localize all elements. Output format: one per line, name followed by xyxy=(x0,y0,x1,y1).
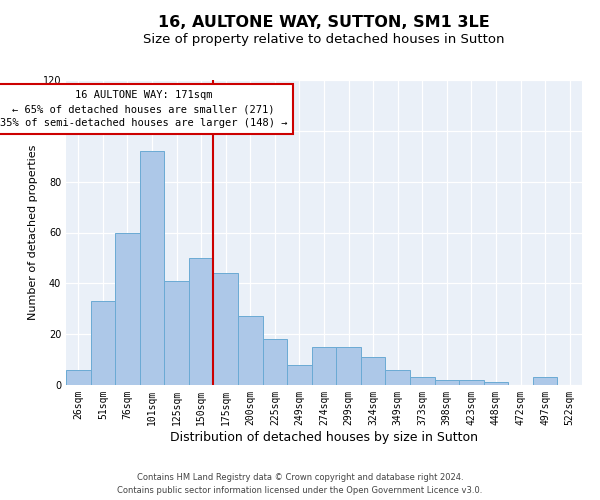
Bar xyxy=(410,378,434,385)
Bar xyxy=(434,380,459,385)
Text: 16 AULTONE WAY: 171sqm
← 65% of detached houses are smaller (271)
35% of semi-de: 16 AULTONE WAY: 171sqm ← 65% of detached… xyxy=(0,90,287,128)
Bar xyxy=(214,273,238,385)
Bar xyxy=(189,258,214,385)
Bar xyxy=(533,378,557,385)
Bar xyxy=(312,347,336,385)
Y-axis label: Number of detached properties: Number of detached properties xyxy=(28,145,38,320)
Bar xyxy=(66,370,91,385)
Bar xyxy=(336,347,361,385)
Bar xyxy=(287,364,312,385)
Bar xyxy=(385,370,410,385)
Bar xyxy=(263,339,287,385)
Bar xyxy=(115,232,140,385)
Bar xyxy=(91,301,115,385)
Text: Contains HM Land Registry data © Crown copyright and database right 2024.
Contai: Contains HM Land Registry data © Crown c… xyxy=(118,473,482,495)
Bar xyxy=(361,357,385,385)
X-axis label: Distribution of detached houses by size in Sutton: Distribution of detached houses by size … xyxy=(170,430,478,444)
Bar xyxy=(164,281,189,385)
Bar xyxy=(140,151,164,385)
Bar xyxy=(238,316,263,385)
Text: Size of property relative to detached houses in Sutton: Size of property relative to detached ho… xyxy=(143,32,505,46)
Bar xyxy=(459,380,484,385)
Bar xyxy=(484,382,508,385)
Text: 16, AULTONE WAY, SUTTON, SM1 3LE: 16, AULTONE WAY, SUTTON, SM1 3LE xyxy=(158,15,490,30)
